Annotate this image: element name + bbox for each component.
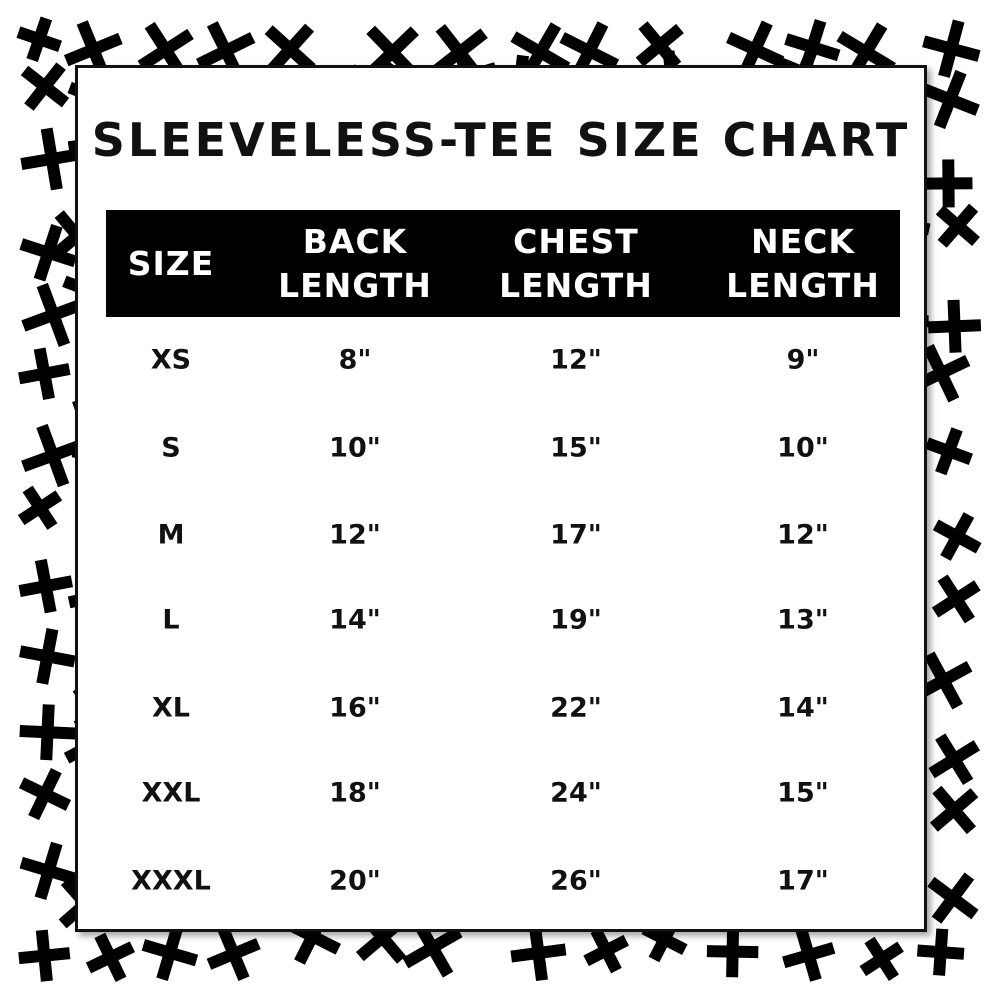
cross-icon [927,872,979,924]
cell-size: XXL [141,777,201,809]
cross-icon [859,936,904,982]
cross-icon [18,929,71,982]
cross-icon [924,159,973,208]
cell-chest-length: 17" [550,519,602,551]
cross-icon [402,917,463,978]
cross-icon [85,932,135,982]
cell-neck-length: 12" [777,519,829,551]
cell-neck-length: 15" [777,777,829,809]
cross-icon [18,768,72,821]
cross-icon [914,651,973,710]
cell-back-length: 14" [329,604,381,636]
cross-icon [20,127,84,191]
cell-neck-length: 9" [786,344,820,376]
cross-icon [583,927,629,974]
cell-neck-length: 10" [777,432,829,464]
size-chart-panel: SLEEVELESS-TEE SIZE CHART SIZE BACK LENG… [75,65,927,932]
cross-icon [19,223,78,282]
cross-icon [264,23,316,75]
cross-icon [924,427,973,476]
cross-icon [137,21,194,79]
cross-icon [16,16,62,62]
cross-icon [19,704,76,761]
table-header: SIZE BACK LENGTH CHEST LENGTH NECK LENGT… [106,210,900,317]
cross-icon [19,841,78,900]
cross-icon [706,925,759,978]
cell-size: M [157,519,185,551]
cross-icon [21,282,86,347]
cell-neck-length: 17" [777,865,829,897]
cell-back-length: 10" [329,432,381,464]
cell-size: XS [150,344,192,376]
cell-neck-length: 13" [777,604,829,636]
cell-chest-length: 22" [550,692,602,724]
cross-icon [920,69,980,130]
cross-icon [725,20,785,79]
cross-icon [510,924,567,982]
cross-icon [141,924,199,981]
cross-icon [932,512,982,561]
cross-icon [206,926,261,981]
cell-back-length: 16" [329,692,381,724]
header-neck-length: NECK LENGTH [726,221,880,305]
cross-icon [931,574,981,624]
cross-icon [18,347,71,400]
header-chest-length: CHEST LENGTH [499,221,653,305]
cross-icon [17,485,63,530]
cross-icon [916,928,965,976]
cross-icon [63,20,123,79]
page-title: SLEEVELESS-TEE SIZE CHART [91,113,911,167]
cross-icon [18,558,74,614]
cell-chest-length: 15" [550,432,602,464]
cell-chest-length: 24" [550,777,602,809]
header-size: SIZE [127,243,215,283]
cross-icon [20,62,70,111]
cross-icon [782,928,836,982]
cell-back-length: 20" [329,865,381,897]
cross-icon [19,628,76,685]
cell-chest-length: 12" [550,344,602,376]
cell-size: XL [151,692,191,724]
cell-back-length: 12" [329,519,381,551]
cross-icon [922,19,981,78]
cell-back-length: 8" [338,344,372,376]
cross-icon [929,785,979,835]
cross-icon [928,733,981,786]
cell-chest-length: 19" [550,604,602,636]
cross-icon [21,423,85,488]
cell-size: XXXL [131,865,211,897]
cross-icon [927,299,982,353]
cell-chest-length: 26" [550,865,602,897]
cell-size: S [161,432,181,464]
cell-size: L [162,604,180,636]
header-back-length: BACK LENGTH [278,221,432,305]
cell-neck-length: 14" [777,692,829,724]
cross-icon [935,203,980,248]
cell-back-length: 18" [329,777,381,809]
